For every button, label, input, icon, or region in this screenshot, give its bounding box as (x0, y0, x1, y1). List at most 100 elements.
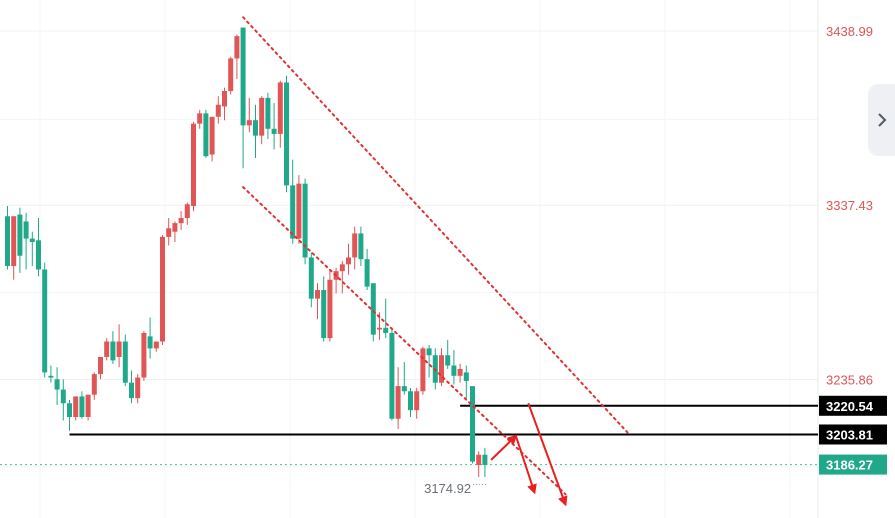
candle-layer (5, 27, 488, 478)
channel-lower-line (242, 186, 567, 496)
candle-body (439, 355, 444, 383)
level-price-tag: 3203.81 (819, 424, 887, 445)
candle (5, 205, 10, 270)
candle-body (228, 58, 234, 92)
candle-body (36, 240, 41, 270)
candle (91, 372, 97, 400)
candle-body (184, 204, 190, 218)
candle (234, 34, 240, 80)
candle-body (358, 233, 364, 260)
candle-body (476, 454, 482, 466)
candle (277, 80, 283, 148)
candle-body (445, 355, 451, 366)
candle (166, 217, 172, 246)
candle-body (29, 238, 35, 243)
candle (110, 331, 116, 364)
candle-body (215, 104, 221, 117)
candle-body (79, 396, 85, 418)
candle (79, 391, 85, 419)
candle (153, 341, 159, 352)
candle-body (110, 341, 116, 361)
candle-body (457, 368, 463, 376)
candle-body (54, 379, 60, 390)
candle-body (104, 341, 110, 357)
candle (172, 221, 178, 243)
candle (116, 324, 122, 368)
projection-arrow (490, 434, 518, 461)
candle-body (420, 348, 426, 392)
candle-body (408, 391, 413, 411)
candle-body (135, 377, 141, 399)
candle (370, 283, 376, 342)
candle-body (222, 91, 227, 107)
candle-body (98, 356, 103, 375)
candle-body (203, 113, 209, 157)
candle (147, 317, 153, 359)
channel-upper-line (242, 16, 629, 434)
candle (215, 96, 221, 124)
candle-body (42, 269, 48, 373)
candle-body (426, 348, 432, 356)
candle (308, 252, 314, 308)
candle (296, 175, 302, 244)
candle (135, 374, 141, 404)
candle (383, 298, 389, 339)
candle (29, 231, 35, 267)
candle-body (240, 27, 246, 126)
candle (476, 451, 482, 478)
candle (98, 356, 103, 380)
candle-body (271, 128, 277, 134)
candle (358, 226, 364, 267)
candle-body (141, 332, 147, 378)
candle (346, 243, 351, 275)
candle-body (116, 341, 122, 357)
candle (222, 87, 227, 121)
candle (122, 334, 128, 387)
candle (259, 96, 265, 145)
chevron-right-icon (877, 113, 886, 127)
candle-body (160, 236, 165, 342)
current-price-tag-text: 3186.27 (826, 458, 873, 473)
scroll-right-button[interactable] (868, 84, 895, 156)
candle-body (172, 223, 178, 232)
candle (253, 104, 258, 158)
candle (439, 348, 444, 387)
candle (67, 399, 72, 431)
candle (141, 331, 147, 381)
candle-body (290, 185, 296, 239)
candle-body (395, 386, 401, 419)
level-price-tag-text: 3220.54 (826, 399, 874, 414)
candle (445, 339, 451, 369)
candle-body (315, 290, 320, 299)
candle (160, 235, 165, 345)
candle-body (129, 382, 134, 399)
candle-body (48, 375, 54, 378)
candle (395, 367, 401, 430)
candle (60, 379, 66, 421)
candle (339, 260, 345, 294)
candle-body (91, 374, 97, 395)
candle-body (383, 327, 389, 333)
candle (240, 27, 246, 169)
candle (178, 211, 184, 230)
candle-body (389, 332, 395, 419)
candle-body (265, 97, 271, 129)
candle-body (377, 327, 382, 330)
candle (48, 365, 54, 383)
candle (11, 216, 17, 280)
price-axis: 3438.99 3337.43 3235.86 3220.54 3203.81 3186.… (819, 24, 887, 475)
candle (284, 75, 289, 193)
candle (315, 283, 320, 320)
candle (36, 217, 41, 277)
candle-body (482, 454, 488, 466)
candle-body (234, 36, 240, 59)
candle-body (73, 396, 79, 418)
candle (463, 365, 469, 400)
candle-body (401, 386, 407, 392)
level-price-tag: 3220.54 (819, 395, 887, 416)
candle-body (85, 394, 91, 418)
candle-body (284, 82, 289, 186)
candle-body (346, 257, 351, 265)
candle-body (302, 183, 308, 258)
